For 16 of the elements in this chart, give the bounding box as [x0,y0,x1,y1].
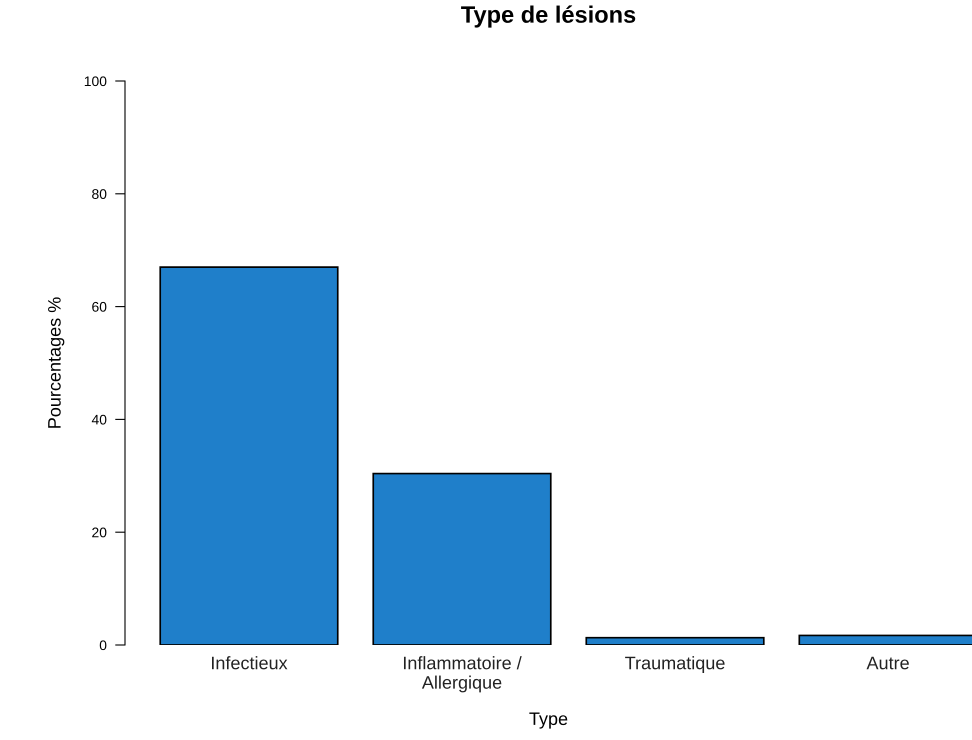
bar [585,636,765,645]
y-axis-title: Pourcentages % [48,297,64,428]
chart-title: Type de lésions [461,5,636,28]
x-tick-label: Traumatique [625,656,725,673]
bar [159,266,339,645]
bar [372,472,552,645]
x-axis-title: Type [529,712,568,729]
x-tick-label: Infectieux [212,656,288,670]
x-tick-label: Autre [866,656,909,670]
y-tick-label: 60 [92,302,106,312]
x-tick-label: Inflammatoire / Allergique [404,656,522,692]
y-tick-label: 20 [92,528,106,538]
y-tick-label: 40 [92,414,106,425]
y-tick-label: 0 [100,640,106,650]
y-tick-label: 100 [84,76,106,86]
y-tick-label: 80 [92,189,106,199]
